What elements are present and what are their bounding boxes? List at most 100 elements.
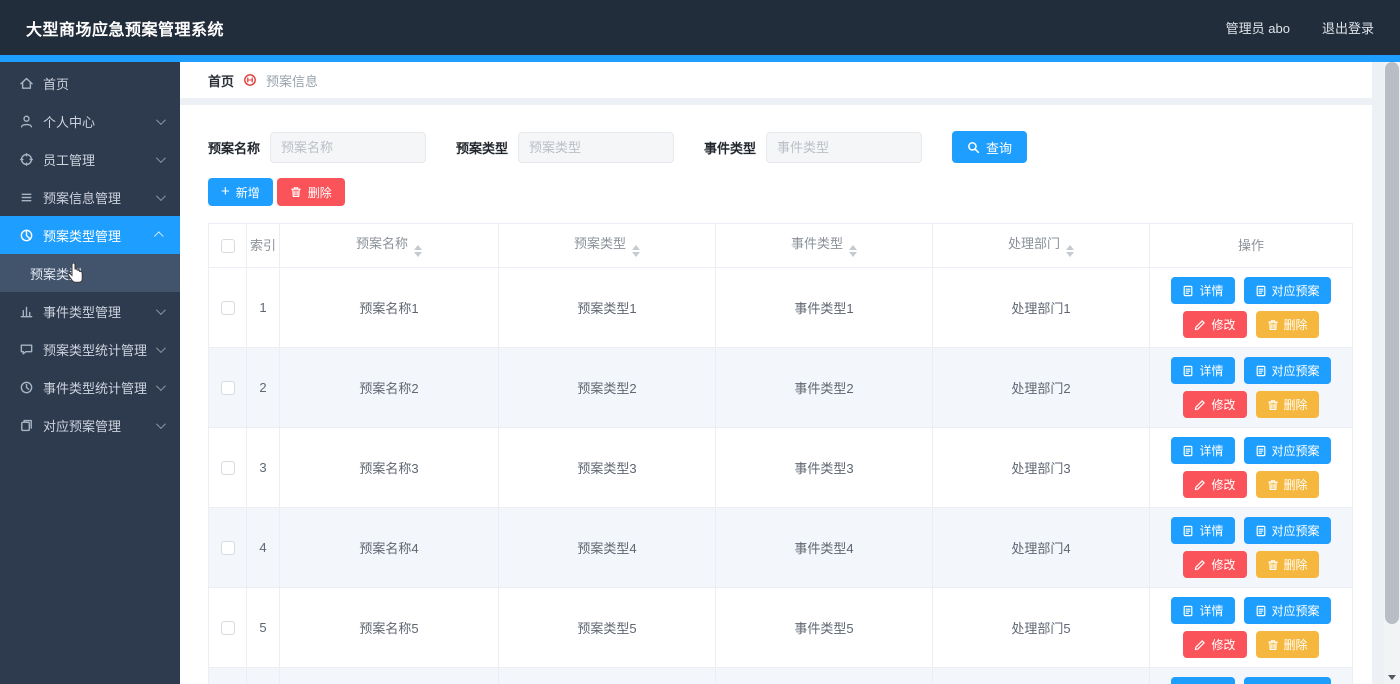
sidebar-item-home[interactable]: 首页 [0,64,180,102]
row-delete-button[interactable]: 删除 [1255,631,1319,658]
sidebar-item-plan-type-stats[interactable]: 预案类型统计管理 [0,330,180,368]
detail-button[interactable]: 详情 [1171,677,1235,684]
scroll-down-arrow-icon[interactable] [1388,675,1396,680]
pen-icon [1194,319,1206,331]
logout-link[interactable]: 退出登录 [1321,21,1374,36]
cell-event-type: 事件类型3 [715,427,933,508]
cell-plan-type: 预案类型6 [498,667,716,684]
row-checkbox[interactable] [220,301,235,316]
mapped-plan-button[interactable]: 对应预案 [1243,357,1331,384]
row-checkbox[interactable] [220,541,235,556]
trash-icon [1267,319,1279,331]
detail-button[interactable]: 详情 [1171,277,1235,304]
sidebar-item-label: 个人中心 [43,114,96,130]
cell-plan-type: 预案类型3 [498,427,716,508]
sort-caret-icon[interactable] [632,245,640,257]
cell-ops: 详情 对应预案 修改 删除 [1149,427,1353,508]
detail-button[interactable]: 详情 [1171,597,1235,624]
col-header-plan-name[interactable]: 预案名称 [279,223,499,268]
document-icon [1182,605,1194,617]
row-checkbox[interactable] [220,461,235,476]
cell-event-type: 事件类型4 [715,507,933,588]
query-button[interactable]: 查询 [952,131,1028,163]
row-delete-button[interactable]: 删除 [1255,551,1319,578]
chevron-down-icon [155,114,166,125]
sidebar-item-plan-type-mgmt[interactable]: 预案类型管理 [0,216,180,254]
add-button[interactable]: + 新增 [208,178,273,206]
sidebar-subitem-plan-type[interactable]: 预案类型 [0,254,180,292]
document-icon [1255,285,1267,297]
plan-name-input[interactable] [270,131,427,163]
row-delete-button[interactable]: 删除 [1255,311,1319,338]
scrollbar-thumb[interactable] [1385,62,1399,624]
sidebar-item-profile[interactable]: 个人中心 [0,102,180,140]
cell-department: 处理部门2 [932,347,1150,428]
sidebar-item-plan-info[interactable]: 预案信息管理 [0,178,180,216]
document-icon [1255,365,1267,377]
detail-button[interactable]: 详情 [1171,437,1235,464]
mapped-plan-button[interactable]: 对应预案 [1243,677,1331,684]
mapped-plan-button[interactable]: 对应预案 [1243,597,1331,624]
cell-plan-name: 预案名称2 [279,347,499,428]
chevron-down-icon [155,152,166,163]
edit-button[interactable]: 修改 [1183,551,1247,578]
mapped-plan-button[interactable]: 对应预案 [1243,437,1331,464]
plan-type-input[interactable] [518,131,675,163]
trash-icon [1267,399,1279,411]
row-delete-button[interactable]: 删除 [1255,471,1319,498]
col-header-plan-type[interactable]: 预案类型 [498,223,716,268]
edit-button[interactable]: 修改 [1183,311,1247,338]
cell-event-type: 事件类型2 [715,347,933,428]
sidebar-item-event-type-stats[interactable]: 事件类型统计管理 [0,368,180,406]
detail-button[interactable]: 详情 [1171,357,1235,384]
row-checkbox[interactable] [220,381,235,396]
sidebar-item-staff[interactable]: 员工管理 [0,140,180,178]
sidebar: 首页 个人中心 员工管理 预案信息管理 预案类型管理 预案类型 事件 [0,62,180,684]
page-scrollbar[interactable] [1384,62,1400,684]
sort-caret-icon[interactable] [1066,245,1074,257]
sort-caret-icon[interactable] [414,245,422,257]
chevron-down-icon [155,190,166,201]
table-header-row: 索引 预案名称 预案类型 事件类型 处理部门 操作 [208,223,1353,268]
delete-button[interactable]: 删除 [276,178,345,206]
pen-icon [1194,399,1206,411]
sidebar-item-event-type-mgmt[interactable]: 事件类型管理 [0,292,180,330]
sidebar-item-label: 事件类型管理 [43,304,122,320]
cell-department: 处理部门6 [932,667,1150,684]
col-header-department[interactable]: 处理部门 [932,223,1150,268]
document-icon [1255,605,1267,617]
plus-icon: + [221,183,230,200]
row-delete-button[interactable]: 删除 [1255,391,1319,418]
breadcrumb-home[interactable]: 首页 [208,73,235,89]
bar-chart-icon [19,304,34,319]
cell-event-type: 事件类型1 [715,267,933,348]
user-menu[interactable]: 管理员 abo [1225,21,1290,36]
hand-cursor-icon [66,263,84,284]
mapped-plan-button[interactable]: 对应预案 [1243,517,1331,544]
edit-button[interactable]: 修改 [1183,471,1247,498]
filter-bar: 预案名称 预案类型 事件类型 查询 [208,131,1372,163]
toolbar: + 新增 删除 [208,178,1372,206]
select-all-checkbox[interactable] [220,239,235,254]
user-icon [19,114,34,129]
cell-plan-name: 预案名称3 [279,427,499,508]
edit-button[interactable]: 修改 [1183,391,1247,418]
detail-button[interactable]: 详情 [1171,517,1235,544]
event-type-input[interactable] [766,131,923,163]
col-header-event-type[interactable]: 事件类型 [715,223,933,268]
app-title: 大型商场应急预案管理系统 [26,21,225,39]
cell-event-type: 事件类型5 [715,587,933,668]
cell-plan-name: 预案名称1 [279,267,499,348]
edit-button[interactable]: 修改 [1183,631,1247,658]
sidebar-item-mapped-plan-mgmt[interactable]: 对应预案管理 [0,406,180,444]
row-checkbox[interactable] [220,621,235,636]
cell-ops: 详情 对应预案 修改 删除 [1149,507,1353,588]
message-icon [19,342,34,357]
event-type-label: 事件类型 [704,140,757,156]
sort-caret-icon[interactable] [849,245,857,257]
cell-plan-type: 预案类型1 [498,267,716,348]
main-content: 首页 预案信息 预案名称 预案类型 事件类型 查询 + [180,62,1384,684]
chevron-down-icon [155,418,166,429]
mapped-plan-button[interactable]: 对应预案 [1243,277,1331,304]
table-row: 2 预案名称2 预案类型2 事件类型2 处理部门2 详情 对应预案 修改 [208,347,1353,428]
